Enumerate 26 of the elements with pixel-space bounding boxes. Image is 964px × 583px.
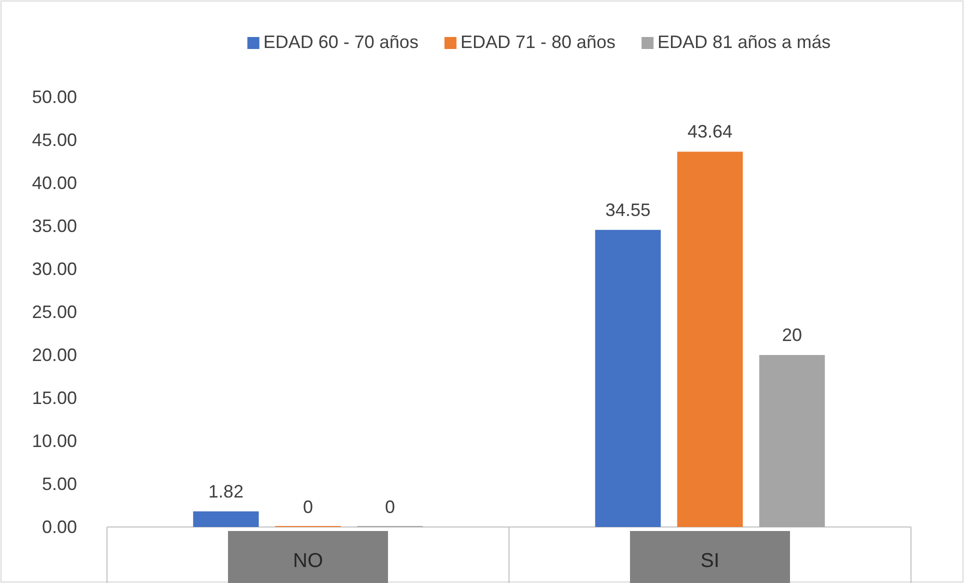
x-tick-label: SI (700, 550, 720, 572)
bar (193, 511, 259, 527)
y-tick-label: 15.00 (32, 388, 77, 408)
bar (595, 230, 661, 527)
y-tick-label: 30.00 (32, 258, 77, 279)
legend-label: EDAD 81 años a más (658, 32, 831, 52)
y-tick-label: 45.00 (32, 130, 77, 150)
y-tick-label: 25.00 (32, 302, 77, 322)
y-tick-label: 0.00 (42, 516, 77, 537)
bar (677, 152, 743, 527)
data-label: 0 (385, 497, 396, 517)
x-tick-label: NO (293, 550, 323, 572)
data-label: 1.82 (208, 481, 244, 502)
bar (759, 355, 825, 527)
data-label: 20 (782, 325, 802, 345)
y-tick-label: 40.00 (32, 172, 77, 193)
y-tick-label: 5.00 (42, 474, 77, 494)
data-label: 34.55 (605, 200, 650, 220)
y-tick-label: 35.00 (32, 216, 77, 236)
y-tick-label: 20.00 (32, 344, 77, 365)
y-tick-label: 10.00 (32, 430, 77, 451)
legend-label: EDAD 71 - 80 años (460, 32, 616, 52)
y-tick-label: 50.00 (32, 86, 77, 107)
data-label: 0 (302, 497, 314, 517)
legend-label: EDAD 60 - 70 años (263, 32, 418, 52)
data-label: 43.64 (687, 122, 733, 142)
